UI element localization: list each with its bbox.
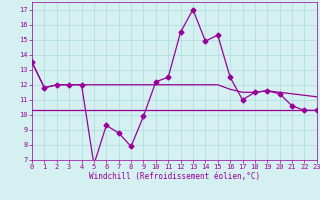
X-axis label: Windchill (Refroidissement éolien,°C): Windchill (Refroidissement éolien,°C): [89, 172, 260, 181]
